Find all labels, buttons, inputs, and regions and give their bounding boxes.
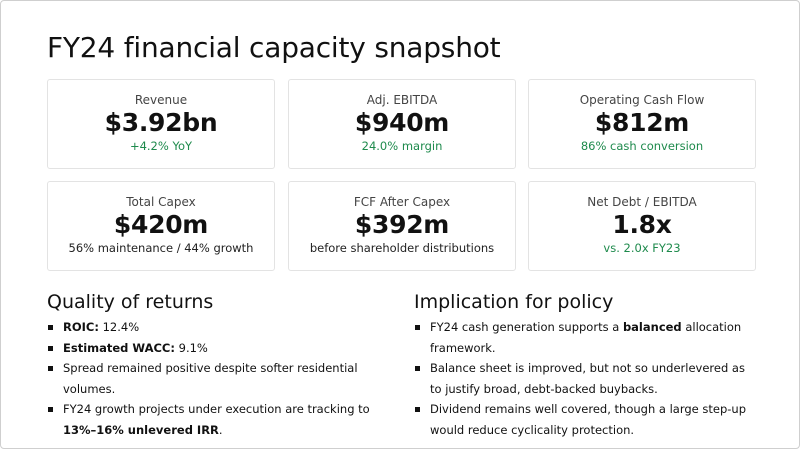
ocf-value: $812m (594, 108, 690, 137)
list-item: ROIC: 12.4% (47, 317, 387, 338)
quality-list: ROIC: 12.4% Estimated WACC: 9.1% Spread … (47, 317, 387, 440)
ocf-card: Operating Cash Flow $812m 86% cash conve… (528, 79, 756, 169)
fcf-note: before shareholder distributions (309, 241, 495, 255)
leverage-value: 1.8x (612, 210, 672, 239)
fcf-value: $392m (354, 210, 450, 239)
list-item: Dividend remains well covered, though a … (414, 399, 759, 440)
fcf-label: FCF After Capex (353, 195, 451, 209)
policy-heading: Implication for policy (414, 291, 614, 313)
capex-label: Total Capex (126, 195, 196, 209)
list-item: Balance sheet is improved, but not so un… (414, 358, 759, 399)
quality-heading: Quality of returns (47, 291, 214, 313)
list-item: FY24 cash generation supports a balanced… (414, 317, 759, 358)
revenue-growth: +4.2% YoY (129, 139, 193, 153)
ebitda-label: Adj. EBITDA (366, 93, 438, 107)
capex-split: 56% maintenance / 44% growth (68, 241, 254, 255)
leverage-card: Net Debt / EBITDA 1.8x vs. 2.0x FY23 (528, 181, 756, 271)
revenue-card: Revenue $3.92bn +4.2% YoY (47, 79, 275, 169)
list-item: Estimated WACC: 9.1% (47, 338, 387, 359)
policy-list: FY24 cash generation supports a balanced… (414, 317, 759, 440)
ocf-label: Operating Cash Flow (579, 93, 705, 107)
leverage-comparison: vs. 2.0x FY23 (603, 241, 681, 255)
capex-value: $420m (113, 210, 209, 239)
fcf-card: FCF After Capex $392m before shareholder… (288, 181, 516, 271)
ebitda-card: Adj. EBITDA $940m 24.0% margin (288, 79, 516, 169)
ebitda-value: $940m (354, 108, 450, 137)
list-item: Spread remained positive despite softer … (47, 358, 387, 399)
capex-card: Total Capex $420m 56% maintenance / 44% … (47, 181, 275, 271)
revenue-value: $3.92bn (104, 108, 218, 137)
ocf-conversion: 86% cash conversion (580, 139, 704, 153)
revenue-label: Revenue (134, 93, 188, 107)
page-title: FY24 financial capacity snapshot (47, 31, 501, 64)
list-item: FY24 growth projects under execution are… (47, 399, 387, 440)
leverage-label: Net Debt / EBITDA (587, 195, 697, 209)
ebitda-margin: 24.0% margin (361, 139, 443, 153)
